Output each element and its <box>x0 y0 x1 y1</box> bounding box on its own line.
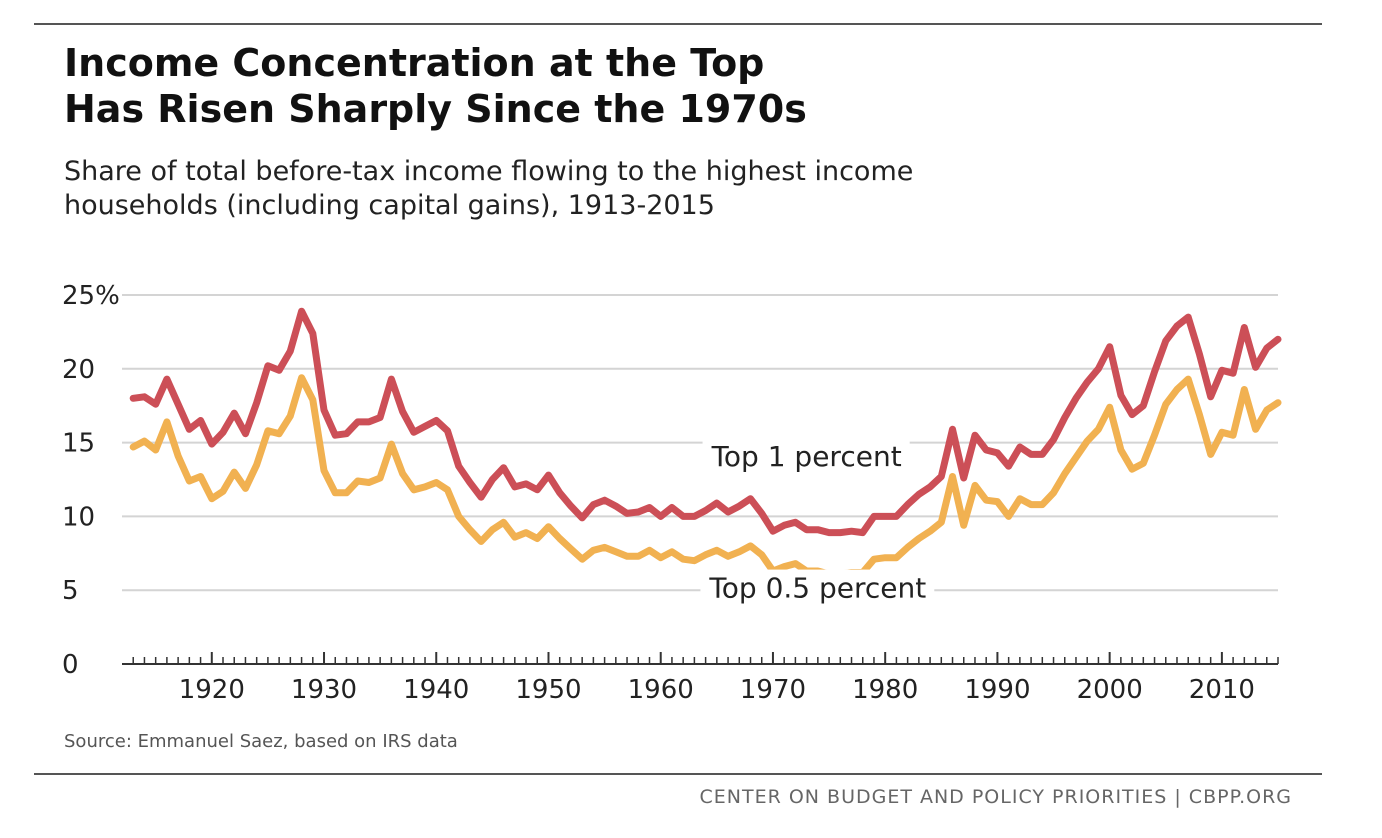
series-label-background <box>702 438 910 476</box>
publisher-credit: CENTER ON BUDGET AND POLICY PRIORITIES |… <box>699 786 1292 808</box>
y-tick-label-20: 20 <box>62 355 95 385</box>
bottom-rule <box>34 773 1322 775</box>
x-axis: 1920 1930 1940 1950 1960 1970 1980 1990 2000 2010 <box>122 652 1279 705</box>
x-tick-label-1980: 1980 <box>852 675 918 705</box>
chart-subtitle-line-1: Share of total before-tax income flowing… <box>64 156 914 187</box>
y-tick-label-0: 0 <box>62 650 79 680</box>
series-labels: Top 1 percent Top 0.5 percent <box>700 438 935 607</box>
x-tick-label-1960: 1960 <box>628 675 694 705</box>
line-chart: 0 5 10 15 20 25% 1920 1930 1940 1950 1960 1970 1980… <box>62 281 1282 705</box>
y-tick-label-5: 5 <box>62 576 79 606</box>
x-tick-label-1990: 1990 <box>964 675 1030 705</box>
y-axis-ticks: 0 5 10 15 20 25% <box>62 281 120 680</box>
chart-title-line-2: Has Risen Sharply Since the 1970s <box>64 87 807 131</box>
series-line-top-0-5-percent <box>129 374 1282 578</box>
chart-subtitle-line-2: households (including capital gains), 19… <box>64 190 715 221</box>
series-lines <box>129 307 1282 578</box>
x-tick-label-1930: 1930 <box>291 675 357 705</box>
x-tick-label-1950: 1950 <box>515 675 581 705</box>
y-tick-label-25: 25% <box>62 281 120 311</box>
x-tick-label-1940: 1940 <box>403 675 469 705</box>
top-rule <box>34 23 1322 25</box>
chart-subtitle: Share of total before-tax income flowing… <box>64 155 1264 223</box>
y-tick-label-10: 10 <box>62 502 95 532</box>
series-label-top-1-percent: Top 1 percent <box>711 440 902 473</box>
chart-title-line-1: Income Concentration at the Top <box>64 41 765 85</box>
series-line-top-1-percent <box>129 307 1282 537</box>
source-note: Source: Emmanuel Saez, based on IRS data <box>64 731 458 752</box>
series-label-top-0-5-percent: Top 0.5 percent <box>708 572 926 605</box>
y-tick-label-15: 15 <box>62 429 95 459</box>
x-tick-label-1920: 1920 <box>179 675 245 705</box>
series-label-background <box>700 569 935 607</box>
x-tick-label-2000: 2000 <box>1077 675 1143 705</box>
x-tick-label-1970: 1970 <box>740 675 806 705</box>
chart-title: Income Concentration at the Top Has Rise… <box>64 40 1264 132</box>
x-tick-label-2010: 2010 <box>1189 675 1255 705</box>
